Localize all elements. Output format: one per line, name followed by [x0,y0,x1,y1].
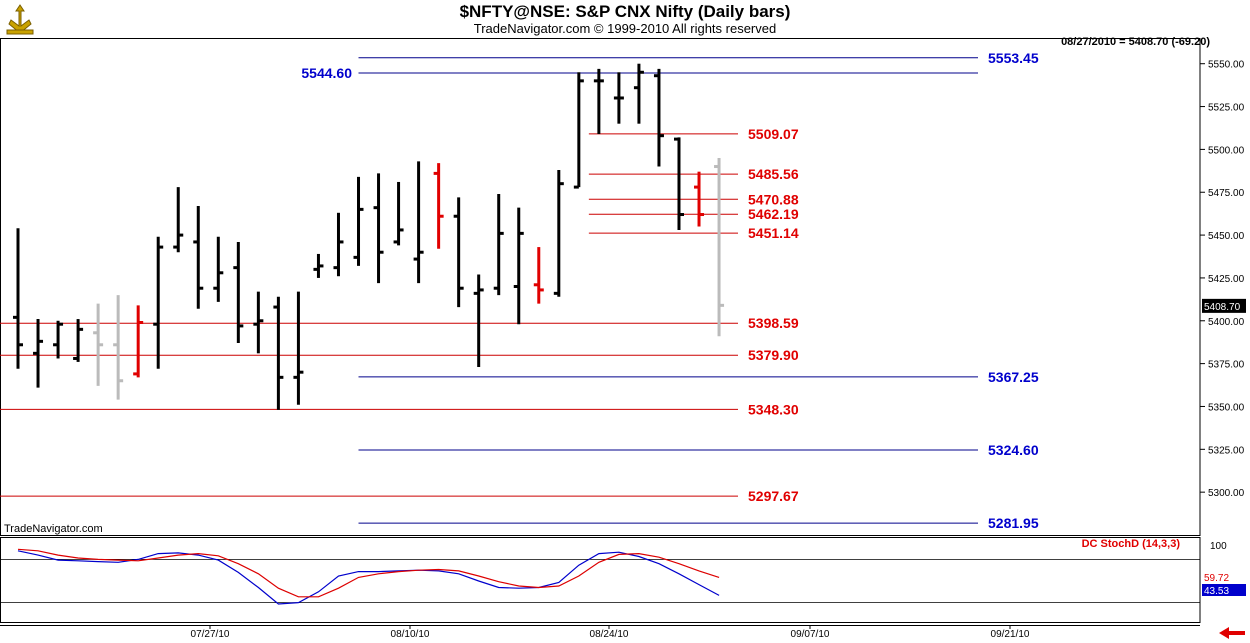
price-bar [633,63,644,124]
y-tick-label: 5400.00 [1208,317,1245,328]
stoch-tick-label: 100 [1210,541,1227,552]
level-label: 5367.25 [988,369,1039,385]
x-tick-label: 09/21/10 [991,629,1030,640]
price-bar [553,169,564,297]
x-tick-label: 07/27/10 [191,629,230,640]
price-bar [373,173,384,284]
y-tick-label: 5300.00 [1208,488,1245,499]
price-bar [493,193,504,296]
price-bar [413,161,424,284]
price-bar [233,241,244,344]
price-bar [593,68,604,134]
scroll-left-arrow-icon[interactable] [1217,626,1247,640]
stoch-k-label: 59.72 [1204,573,1229,584]
price-bar [173,187,184,253]
watermark: TradeNavigator.com [4,523,103,535]
level-label: 5281.95 [988,515,1039,531]
price-bar [273,296,284,410]
y-tick-label: 5500.00 [1208,145,1245,156]
price-bar [253,291,264,354]
price-bar [53,320,64,359]
price-bar [453,197,464,308]
price-bar [653,68,664,167]
y-tick-label: 5450.00 [1208,231,1245,242]
price-bar [714,157,725,337]
stoch-d-box [1202,584,1246,596]
level-label: 5509.07 [748,126,799,142]
level-label: 5324.60 [988,442,1039,458]
price-bar [613,72,624,124]
price-bar [573,72,584,189]
stoch-k-box [1202,571,1246,583]
y-tick-label: 5550.00 [1208,60,1245,71]
price-bar [333,212,344,277]
price-bar [533,247,544,304]
price-bar [13,228,23,369]
x-tick-label: 08/24/10 [590,629,629,640]
price-bar [113,295,124,400]
level-label: 5485.56 [748,166,799,182]
price-bar [313,253,324,278]
price-bar [153,236,164,369]
level-label: 5470.88 [748,191,799,207]
price-bar [293,291,304,405]
y-tick-label: 5375.00 [1208,360,1245,371]
price-bar [73,319,84,362]
stoch-red-line [17,548,720,598]
y-tick-label: 5475.00 [1208,188,1245,199]
price-bar [213,236,224,302]
level-label: 5348.30 [748,401,799,417]
level-label: 5297.67 [748,488,799,504]
x-tick-label: 08/10/10 [391,629,430,640]
last-price-label: 5408.70 [1204,302,1241,313]
level-label: 5379.90 [748,347,799,363]
price-bar [473,274,484,368]
trade-navigator-logo-icon [6,4,34,35]
price-bar [193,205,204,309]
x-tick-label: 09/07/10 [791,629,830,640]
y-tick-label: 5350.00 [1208,402,1245,413]
price-panel-frame [0,38,1201,536]
price-readout: 08/27/2010 = 5408.70 (-69.20) [1061,36,1210,48]
price-bar [673,137,684,230]
indicator-label: DC StochD (14,3,3) [1081,538,1180,550]
stoch-blue-line [17,550,720,605]
level-label: 5462.19 [748,206,799,222]
level-label: 5553.45 [988,50,1039,66]
last-price-box [1202,298,1246,313]
price-bar [93,303,104,386]
y-tick-label: 5425.00 [1208,274,1245,285]
price-bar [33,319,44,388]
price-bar [433,163,444,249]
y-tick-label: 5525.00 [1208,103,1245,114]
price-bar [513,207,524,325]
price-bar [694,171,705,227]
price-bar [133,305,144,378]
level-label: 5544.60 [301,65,352,81]
price-bar [393,181,404,246]
level-label: 5398.59 [748,315,799,331]
chart-subtitle: TradeNavigator.com © 1999-2010 All right… [473,21,777,36]
price-bar [353,176,364,266]
indicator-panel-frame [0,537,1201,623]
chart-title: $NFTY@NSE: S&P CNX Nifty (Daily bars) [459,2,791,21]
stoch-d-label: 43.53 [1204,586,1229,597]
y-tick-label: 5325.00 [1208,445,1245,456]
level-label: 5451.14 [748,225,799,241]
